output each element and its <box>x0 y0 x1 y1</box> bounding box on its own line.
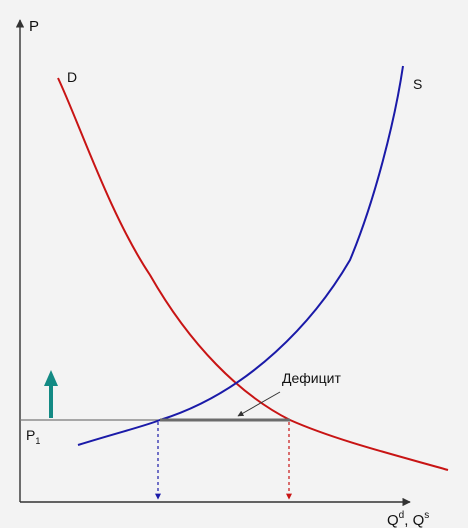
demand-curve <box>57 77 449 471</box>
price-level-label: P1 <box>26 427 40 446</box>
demand-curve-label: D <box>67 69 77 85</box>
x-axis-label: Qd, Qs <box>387 510 429 528</box>
shortage-pointer <box>237 391 281 417</box>
supply-curve-label: S <box>413 76 422 92</box>
supply-curve <box>77 65 404 446</box>
shortage-label: Дефицит <box>282 370 341 386</box>
y-axis-label: P <box>29 18 39 35</box>
price-up-arrowhead-icon <box>44 370 58 386</box>
